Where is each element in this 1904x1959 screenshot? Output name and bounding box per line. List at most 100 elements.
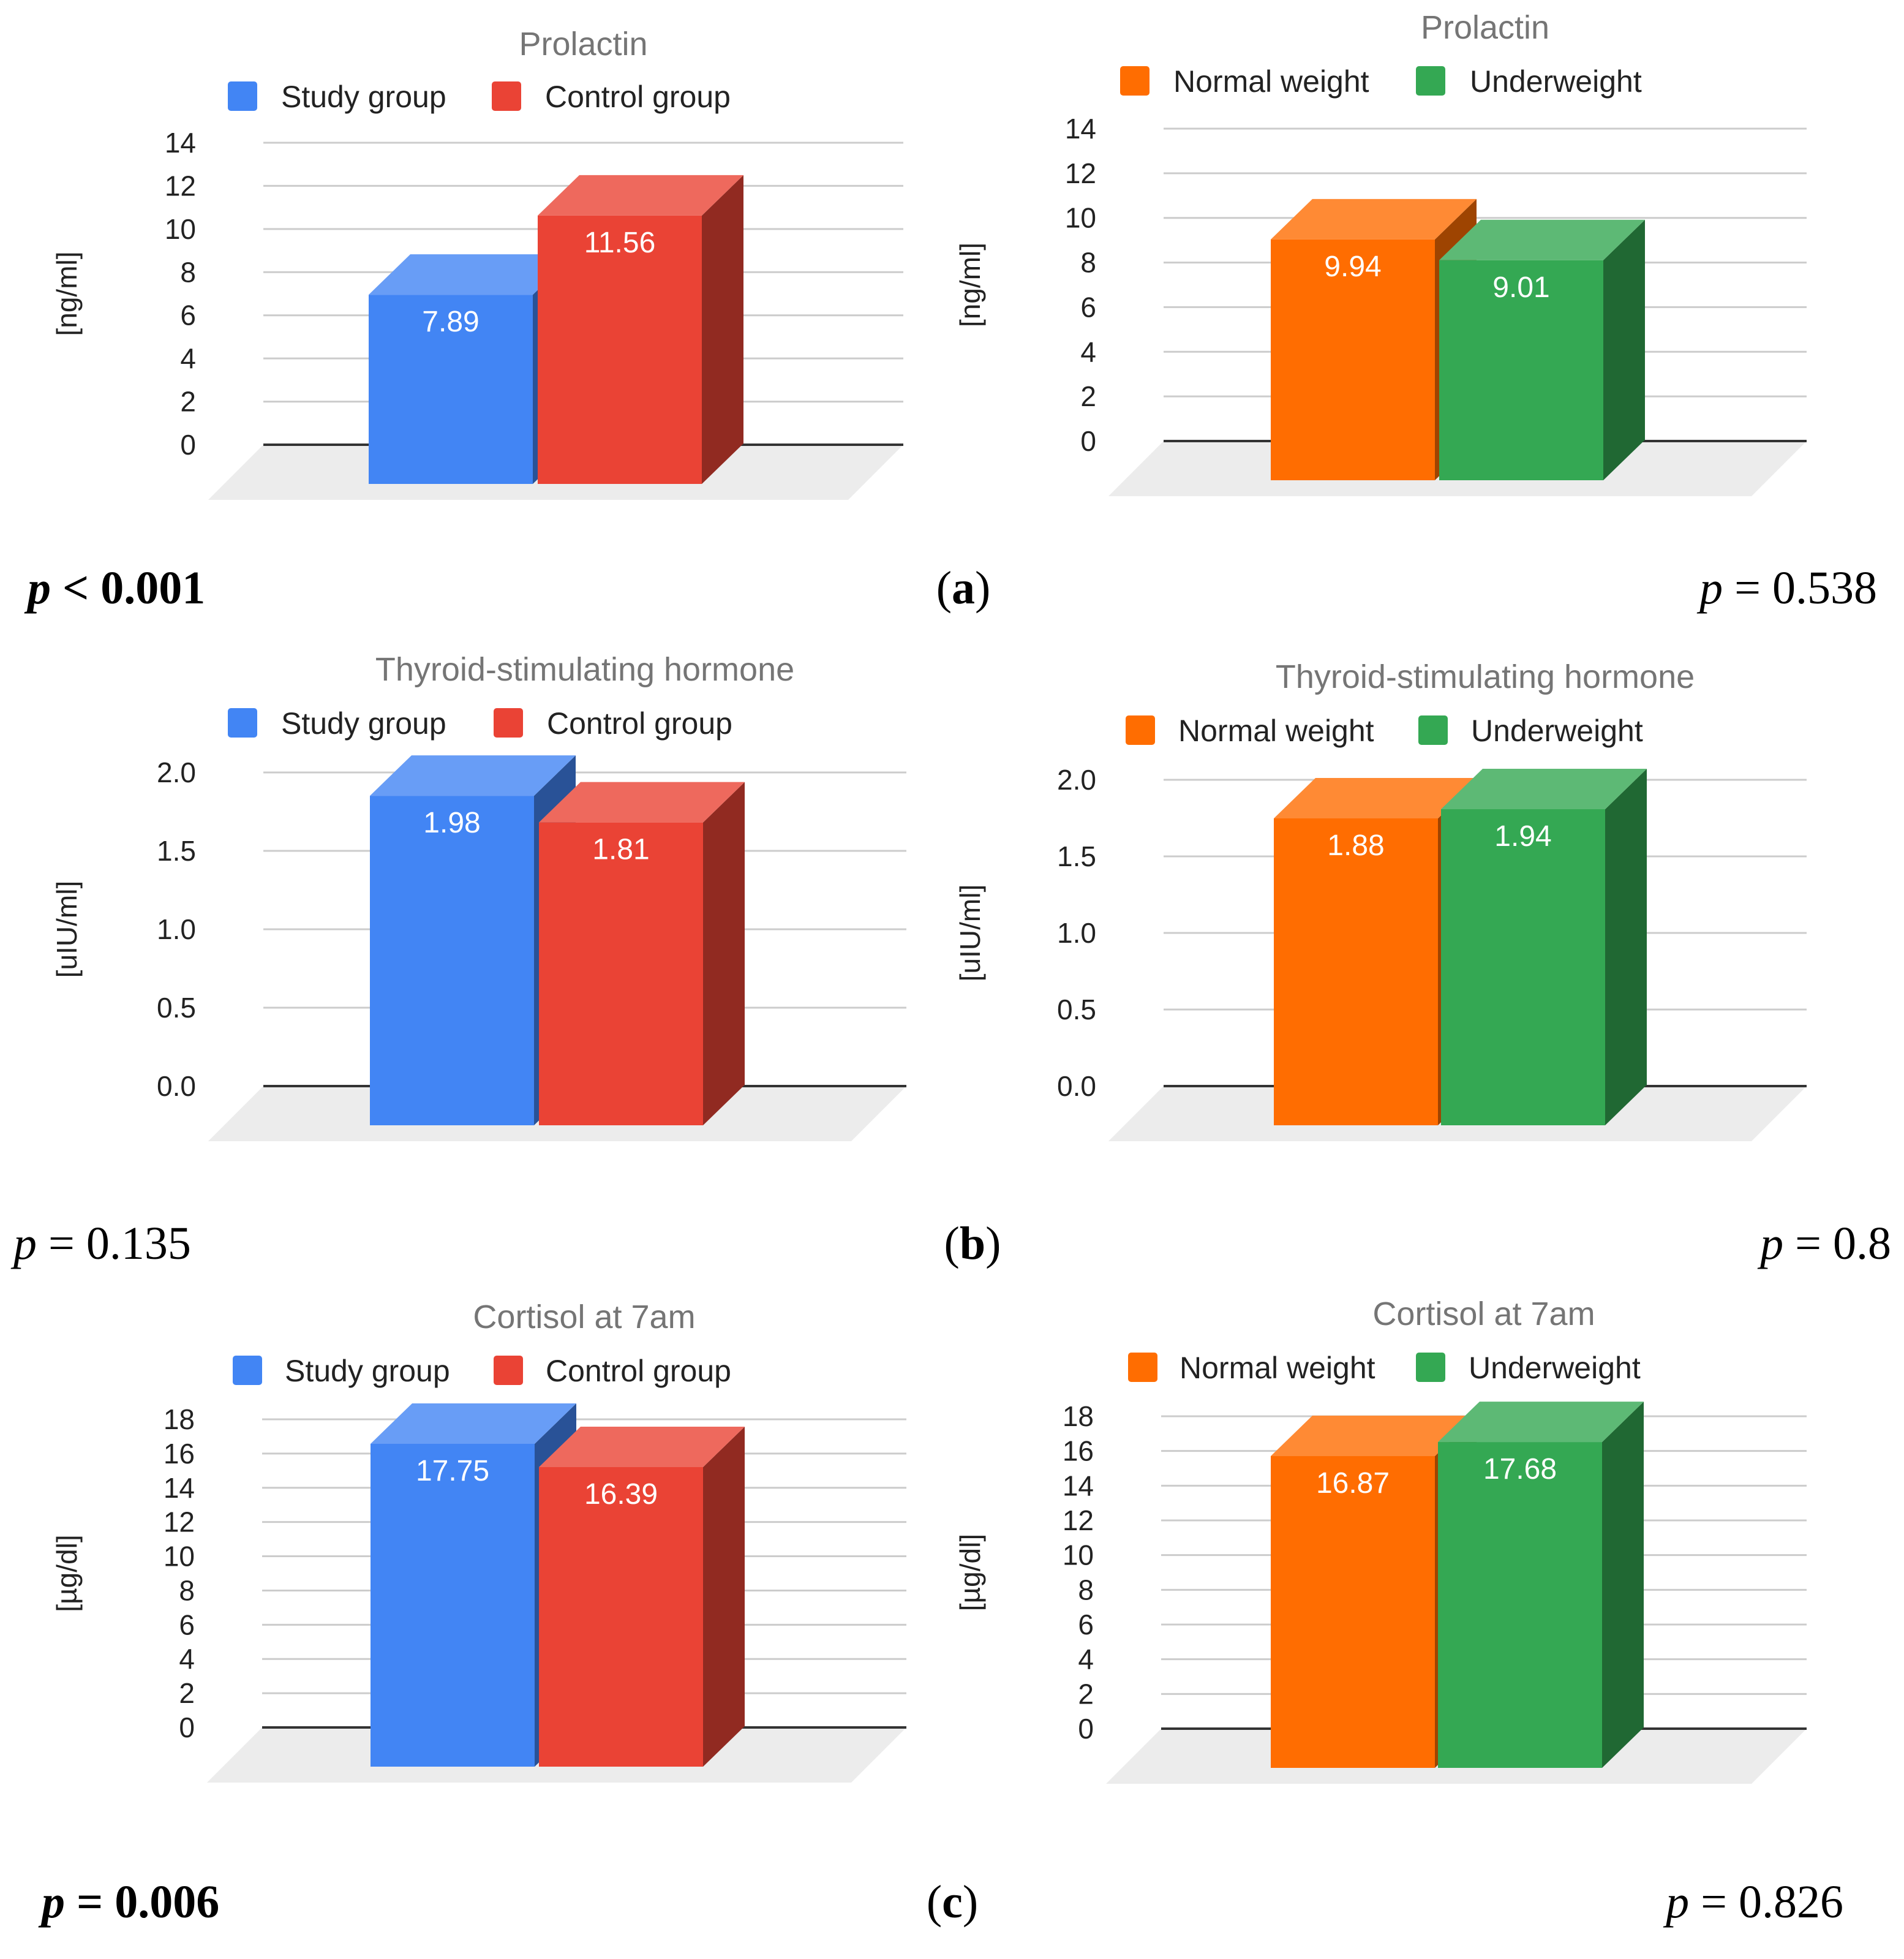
y-tick-label: 12 — [164, 1506, 195, 1538]
legend-label: Study group — [281, 706, 446, 741]
y-tick-label: 0.5 — [1057, 994, 1096, 1025]
chart-2: Prolactin Normal weight Underweight 0 2 4 6 8 10… — [954, 9, 1807, 496]
y-tick-label: 0.5 — [157, 992, 196, 1024]
y-tick-label: 14 — [165, 127, 196, 159]
bar-side — [1605, 769, 1647, 1125]
bar-value-label: 1.88 — [1327, 829, 1384, 862]
panel-letter: b — [960, 1218, 985, 1269]
panel-paren: ) — [963, 1876, 978, 1928]
bar-front — [539, 1466, 703, 1767]
bar-front — [371, 1443, 535, 1767]
chart-1: Prolactin Study group Control group 0 2 4 6 8 10… — [51, 26, 903, 500]
bar-side — [1603, 219, 1645, 480]
y-tick-label: 2 — [1078, 1678, 1094, 1710]
legend-swatch — [228, 81, 257, 111]
bar-top — [1441, 769, 1647, 809]
bar-value-label: 1.94 — [1494, 820, 1551, 853]
y-tick-label: 4 — [179, 1643, 195, 1675]
bar-front — [369, 295, 533, 484]
chart-5: Cortisol at 7am Study group Control group 0… — [51, 1299, 906, 1783]
y-tick-label: 10 — [164, 1541, 195, 1572]
panel-paren: ( — [927, 1876, 942, 1928]
legend-swatch — [1126, 715, 1155, 745]
chart-title: Thyroid-stimulating hormone — [375, 651, 794, 688]
y-axis-label: [µg/dl] — [51, 1534, 83, 1612]
y-tick-label: 4 — [1080, 336, 1096, 368]
bar-front — [538, 215, 702, 484]
y-tick-label: 14 — [164, 1472, 195, 1504]
bar — [538, 175, 743, 484]
bar-front — [1271, 1456, 1435, 1768]
bar-side — [703, 1426, 745, 1767]
bar-value-label: 16.39 — [584, 1478, 658, 1511]
y-tick-label: 6 — [1080, 291, 1096, 323]
chart-6: Cortisol at 7am Normal weight Underweight 0… — [954, 1296, 1807, 1784]
y-tick-label: 1.0 — [157, 913, 196, 945]
legend-label: Study group — [281, 80, 446, 114]
bar-value-label: 7.89 — [422, 306, 479, 338]
legend-label: Control group — [545, 80, 731, 114]
y-tick-label: 8 — [179, 1574, 195, 1606]
bar — [1439, 219, 1645, 480]
legend-label: Normal weight — [1178, 714, 1374, 748]
y-tick-label: 2 — [180, 386, 196, 418]
bar-value-label: 9.94 — [1324, 251, 1381, 283]
legend-label: Underweight — [1470, 64, 1642, 99]
y-tick-label: 0.0 — [157, 1070, 196, 1102]
legend-label: Control group — [547, 706, 732, 741]
p-symbol: p — [10, 1218, 37, 1269]
p-symbol: p — [1757, 1218, 1783, 1269]
panel-paren: ) — [975, 562, 990, 614]
legend-label: Underweight — [1471, 714, 1643, 748]
p-value-text: = 0.135 — [37, 1218, 191, 1269]
bar-value-label: 11.56 — [584, 227, 656, 259]
chart-3: Thyroid-stimulating hormone Study group Co… — [51, 651, 906, 1141]
legend-swatch — [492, 81, 521, 111]
bar-value-label: 16.87 — [1316, 1467, 1390, 1500]
y-tick-label: 10 — [1065, 202, 1096, 234]
y-tick-label: 16 — [164, 1438, 195, 1470]
bar-top — [1439, 219, 1645, 260]
bar-top — [1271, 1416, 1477, 1457]
bar-value-label: 1.81 — [592, 834, 649, 866]
p-value-right: p = 0.538 — [1696, 562, 1877, 614]
p-value-right: p = 0.8 — [1757, 1218, 1891, 1269]
bar — [1438, 1402, 1644, 1768]
chart-title: Cortisol at 7am — [1372, 1296, 1595, 1332]
y-tick-label: 8 — [180, 256, 196, 288]
bar-value-label: 9.01 — [1492, 271, 1549, 304]
legend-swatch — [1416, 1353, 1445, 1382]
bar-front — [1274, 818, 1438, 1125]
y-axis-label: [ng/ml] — [51, 251, 83, 336]
y-tick-label: 1.5 — [157, 835, 196, 867]
y-tick-label: 14 — [1065, 113, 1096, 145]
panel-label: (c) — [927, 1876, 978, 1928]
y-tick-label: 6 — [180, 300, 196, 331]
legend-label: Underweight — [1469, 1351, 1641, 1385]
p-symbol: p — [1696, 562, 1723, 614]
y-tick-label: 12 — [1063, 1504, 1094, 1536]
y-tick-label: 12 — [1065, 157, 1096, 189]
y-tick-label: 2 — [1080, 380, 1096, 412]
bar-value-label: 17.68 — [1483, 1453, 1557, 1485]
legend-swatch — [1128, 1353, 1157, 1382]
p-value-text: = 0.8 — [1783, 1218, 1891, 1269]
p-value-left: p = 0.135 — [10, 1218, 191, 1269]
bar-top — [369, 254, 574, 295]
legend-swatch — [494, 708, 523, 738]
bar-value-label: 1.98 — [423, 807, 480, 839]
y-tick-label: 8 — [1080, 247, 1096, 279]
p-value-right: p = 0.826 — [1663, 1876, 1843, 1928]
y-tick-label: 18 — [1063, 1400, 1094, 1432]
y-tick-label: 1.5 — [1057, 840, 1096, 872]
panel-label: (b) — [944, 1218, 1001, 1269]
chart-4: Thyroid-stimulating hormone Normal weight… — [954, 659, 1807, 1141]
y-tick-label: 2.0 — [157, 757, 196, 788]
legend-label: Control group — [546, 1354, 731, 1388]
bar-top — [371, 1403, 576, 1444]
y-axis-label: [µg/dl] — [954, 1534, 986, 1611]
p-symbol: p — [38, 1876, 65, 1928]
bar-value-label: 17.75 — [416, 1455, 489, 1487]
